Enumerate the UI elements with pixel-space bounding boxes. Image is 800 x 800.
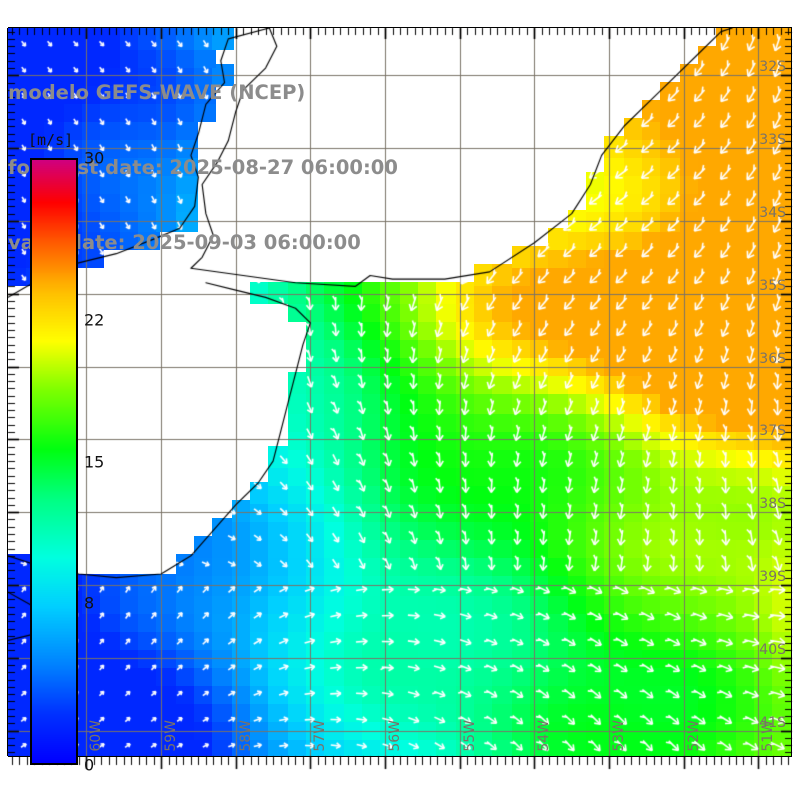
lon-label-53W: 53W [611,720,628,752]
lon-label-55W: 55W [461,720,478,752]
valid-date-line: valid date: 2025-09-03 06:00:00 [8,231,361,254]
colorbar[interactable] [30,158,78,765]
plot-frame-right [791,28,792,756]
lat-label-32S: 32S [759,59,786,76]
lat-label-41S: 41S [759,714,786,731]
plot-frame-top [8,27,792,28]
colorbar-tick-22: 22 [84,310,105,330]
lat-label-36S: 36S [759,350,786,367]
model-title-line: modelo GEFS-WAVE (NCEP) [8,81,306,104]
lat-label-34S: 34S [759,204,786,221]
colorbar-tick-15: 15 [84,452,105,471]
lat-label-35S: 35S [759,277,786,294]
lat-label-37S: 37S [759,423,786,440]
lat-label-40S: 40S [759,641,786,658]
plot-frame-bottom [8,756,792,757]
lon-label-60W: 60W [88,720,105,752]
colorbar-units-label: [m/s] [28,131,74,149]
title-block: modelo GEFS-WAVE (NCEP) forecast date: 2… [8,30,608,305]
colorbar-tick-30: 30 [84,148,105,168]
lat-label-38S: 38S [759,496,786,513]
lon-label-58W: 58W [237,720,254,752]
colorbar-tick-8: 8 [84,593,95,613]
lat-label-39S: 39S [759,568,786,585]
colorbar-gradient [30,158,78,765]
lon-label-52W: 52W [685,720,702,752]
lon-label-59W: 59W [163,720,180,752]
lon-label-57W: 57W [312,720,329,752]
colorbar-tick-0: 0 [84,755,95,775]
lon-label-54W: 54W [536,720,553,752]
lat-label-33S: 33S [759,132,786,149]
lon-label-51W: 51W [760,720,777,752]
lon-label-56W: 56W [387,720,404,752]
